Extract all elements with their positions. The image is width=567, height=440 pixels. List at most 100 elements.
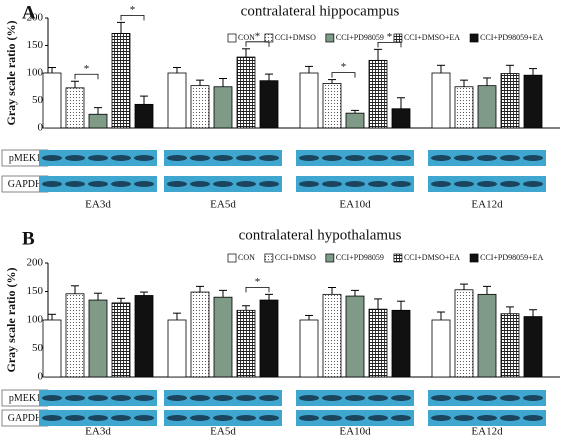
bar	[259, 299, 279, 378]
significance-bracket	[377, 41, 402, 48]
blot-band	[167, 155, 187, 161]
bar	[322, 83, 342, 129]
x-tick-label: EA5d	[210, 426, 236, 438]
y-tick-label: 0	[38, 371, 44, 383]
blot-band	[391, 395, 411, 401]
bar	[134, 103, 154, 129]
legend-swatch	[264, 253, 274, 263]
y-tick-label: 50	[32, 342, 44, 354]
blot-band	[523, 155, 543, 161]
legend-swatch	[469, 33, 479, 43]
blot-band	[167, 415, 187, 421]
blot-label: pMEK1	[9, 153, 41, 164]
blot-band	[454, 155, 474, 161]
blot-band	[345, 181, 365, 187]
bar	[111, 302, 131, 378]
blot-band	[322, 415, 342, 421]
bar	[431, 319, 451, 378]
y-tick-label: 100	[27, 314, 44, 326]
bar	[345, 295, 365, 378]
blot-band	[111, 415, 131, 421]
blot-band	[368, 181, 388, 187]
legend-label: CCI+PD98059	[336, 253, 384, 262]
bar	[42, 319, 62, 378]
bar	[477, 293, 497, 378]
bar	[65, 87, 85, 129]
bar	[500, 73, 520, 129]
y-tick-label: 0	[38, 122, 44, 134]
blot-band	[134, 155, 154, 161]
blot-band	[299, 155, 319, 161]
blot-band	[391, 155, 411, 161]
blot-band	[65, 181, 85, 187]
blot-band	[454, 415, 474, 421]
bar	[88, 113, 108, 129]
blot-band	[190, 155, 210, 161]
x-tick-label: EA3d	[85, 199, 111, 211]
blot-band	[500, 395, 520, 401]
blot-band	[42, 181, 62, 187]
blot-band	[345, 395, 365, 401]
blot-band	[236, 395, 256, 401]
blot-band	[523, 181, 543, 187]
blot-band	[236, 181, 256, 187]
significance-bracket	[331, 72, 356, 78]
blot-band	[259, 181, 279, 187]
y-tick-label: 50	[32, 94, 44, 106]
blot-band	[88, 155, 108, 161]
blot-band	[259, 395, 279, 401]
significance-mark: *	[255, 30, 261, 42]
blot-band	[167, 181, 187, 187]
blot-band	[431, 181, 451, 187]
blot-band	[523, 395, 543, 401]
bar	[111, 33, 131, 129]
legend-label: CCI+PD98059	[336, 33, 384, 42]
blot-band	[345, 155, 365, 161]
significance-mark: *	[84, 63, 90, 75]
blot-band	[213, 181, 233, 187]
bar	[259, 80, 279, 129]
blot-band	[299, 395, 319, 401]
significance-mark: *	[387, 31, 393, 43]
legend-label: CCI+PD98059+EA	[480, 33, 543, 42]
bar	[368, 59, 388, 129]
blot-band	[431, 395, 451, 401]
legend-swatch	[393, 33, 403, 43]
blot-label: pMEK1	[9, 393, 41, 404]
bar	[391, 108, 411, 129]
legend-swatch	[227, 253, 237, 263]
blot-band	[88, 415, 108, 421]
blot-band	[368, 155, 388, 161]
legend-label: CCI+PD98059+EA	[480, 253, 543, 262]
blot-band	[42, 395, 62, 401]
bar	[88, 299, 108, 378]
bar	[391, 309, 411, 378]
blot-band	[299, 181, 319, 187]
significance-bracket	[120, 15, 145, 21]
bar	[134, 295, 154, 378]
blot-band	[134, 181, 154, 187]
legend-label: CCI+DMSO+EA	[404, 253, 460, 262]
legend-swatch	[227, 33, 237, 43]
x-tick-label: EA12d	[471, 199, 503, 211]
blot-band	[167, 395, 187, 401]
blot-band	[322, 155, 342, 161]
bar	[431, 72, 451, 129]
blot-band	[190, 181, 210, 187]
bar	[236, 309, 256, 378]
blot-band	[368, 415, 388, 421]
legend-swatch	[264, 33, 274, 43]
blot-band	[190, 415, 210, 421]
bar	[213, 86, 233, 129]
bar	[454, 289, 474, 378]
y-tick-label: 150	[27, 39, 44, 51]
significance-bracket	[245, 286, 270, 293]
bar	[345, 112, 365, 129]
blot-band	[431, 415, 451, 421]
x-tick-label: EA10d	[339, 426, 371, 438]
panel-letter: A	[22, 2, 36, 23]
y-tick-label: 200	[27, 12, 44, 24]
bar	[477, 85, 497, 129]
blot-band	[299, 415, 319, 421]
blot-band	[213, 395, 233, 401]
